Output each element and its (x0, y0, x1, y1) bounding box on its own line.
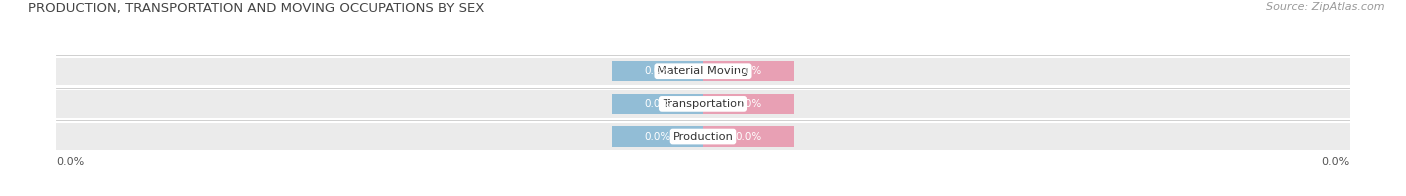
Legend: Male, Female: Male, Female (640, 195, 766, 196)
Bar (613, 94, 703, 114)
Text: 0.0%: 0.0% (56, 157, 84, 167)
Text: Source: ZipAtlas.com: Source: ZipAtlas.com (1267, 2, 1385, 12)
Text: 0.0%: 0.0% (735, 66, 762, 76)
Text: 0.0%: 0.0% (644, 66, 671, 76)
Bar (613, 61, 703, 81)
Bar (56, 58, 1350, 85)
Bar (703, 126, 793, 147)
Bar (613, 126, 703, 147)
Text: 0.0%: 0.0% (644, 132, 671, 142)
Text: Production: Production (672, 132, 734, 142)
Text: PRODUCTION, TRANSPORTATION AND MOVING OCCUPATIONS BY SEX: PRODUCTION, TRANSPORTATION AND MOVING OC… (28, 2, 485, 15)
Bar (703, 94, 793, 114)
Bar (56, 123, 1350, 150)
Text: 0.0%: 0.0% (644, 99, 671, 109)
Text: 0.0%: 0.0% (735, 99, 762, 109)
Text: Transportation: Transportation (662, 99, 744, 109)
Bar (703, 61, 793, 81)
Text: Material Moving: Material Moving (658, 66, 748, 76)
Text: 0.0%: 0.0% (1322, 157, 1350, 167)
Bar (56, 90, 1350, 118)
Text: 0.0%: 0.0% (735, 132, 762, 142)
